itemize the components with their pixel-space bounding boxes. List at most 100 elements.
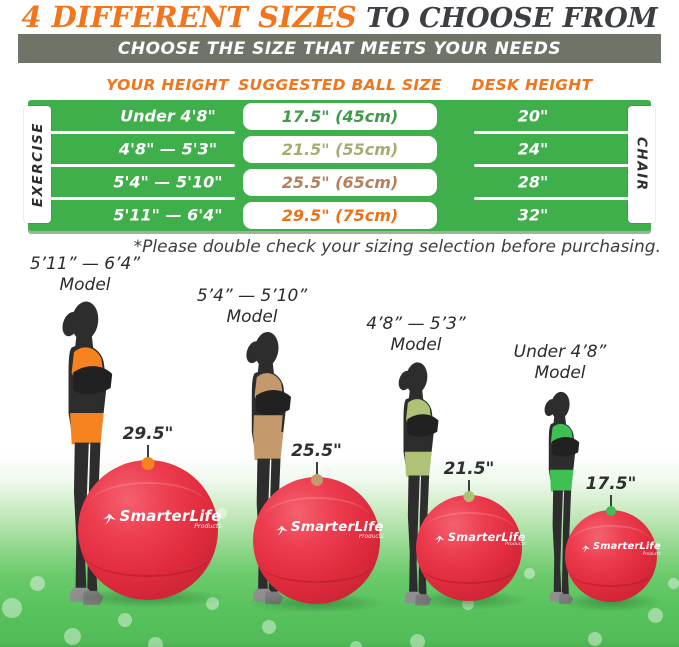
- polka-dot: [410, 634, 425, 647]
- height-cell: 5'4" — 5'10": [113, 172, 223, 192]
- swoosh-icon: [275, 525, 288, 536]
- ball-group: 29.5" SmarterLife Products: [69, 424, 227, 608]
- exercise-ball: SmarterLife Products: [565, 510, 661, 602]
- model-label: 5’4” — 5’10” Model: [172, 286, 332, 329]
- banner-text: CHOOSE THE SIZE THAT MEETS YOUR NEEDS: [117, 38, 562, 59]
- ball-group: 25.5" SmarterLife Products: [245, 441, 388, 613]
- swoosh-icon: [434, 535, 445, 544]
- polka-dot: [30, 576, 45, 591]
- row-divider: [36, 164, 235, 167]
- model-label: 5’11” — 6’4” Model: [5, 254, 165, 297]
- ball-knob: [141, 457, 155, 470]
- ball-shadow: [559, 592, 663, 612]
- chair-label: CHAIR: [633, 137, 650, 192]
- height-cell: 4'8" — 5'3": [118, 139, 218, 159]
- model-midriff: [70, 394, 103, 415]
- page-title: 4 DIFFERENT SIZES TO CHOOSE FROM: [0, 1, 679, 35]
- height-cell: Under 4'8": [120, 106, 216, 126]
- ball-size-value: 17.5" (45cm): [281, 106, 399, 126]
- leader-line: [468, 480, 470, 493]
- ball-knob: [463, 491, 475, 502]
- polka-dot: [206, 597, 219, 610]
- model-shorts: [549, 469, 574, 492]
- ball-size-pill: 25.5" (65cm): [243, 168, 437, 196]
- ball-size-value: 21.5" (55cm): [281, 139, 399, 159]
- exercise-ball: SmarterLife Products: [78, 460, 222, 600]
- model-silhouette-tall: [62, 301, 113, 605]
- brand-sub: Products: [194, 522, 222, 530]
- model-word: Model: [390, 335, 442, 356]
- model-word: Model: [226, 307, 278, 328]
- leader-line: [147, 445, 149, 458]
- ball-size-pill: 21.5" (55cm): [243, 135, 437, 163]
- polka-dot: [588, 632, 602, 646]
- desk-cell: 20": [517, 106, 549, 126]
- polka-dot: [2, 598, 22, 618]
- exercise-ball: SmarterLife Products: [253, 477, 384, 604]
- table-row: Under 4'8" 17.5" (45cm) 20": [28, 100, 651, 132]
- leader-line: [315, 462, 318, 475]
- brand-sub: Products: [505, 542, 526, 548]
- ball-size-pill: 29.5" (75cm): [243, 201, 437, 229]
- ball-size-label: 17.5": [585, 474, 637, 494]
- polka-dot: [148, 637, 163, 647]
- header-ball-size: SUGGESTED BALL SIZE: [238, 76, 442, 94]
- model-range: 4’8” — 5’3”: [366, 314, 466, 334]
- chair-tab: CHAIR: [628, 106, 655, 223]
- exercise-tab: EXERCISE: [24, 106, 51, 223]
- model-range: Under 4’8”: [513, 342, 607, 362]
- model-word: Model: [534, 363, 586, 384]
- ball-knob: [606, 506, 616, 516]
- polka-dot: [350, 641, 362, 647]
- polka-dot: [524, 568, 535, 579]
- model-label: 4’8” — 5’3” Model: [336, 314, 496, 357]
- model-label: Under 4’8” Model: [480, 342, 640, 385]
- ball-size-label: 21.5": [443, 459, 495, 479]
- table-row: 5'4" — 5'10" 25.5" (65cm) 28": [28, 166, 651, 198]
- table-row: 4'8" — 5'3" 21.5" (55cm) 24": [28, 133, 651, 165]
- desk-cell: 32": [517, 205, 549, 225]
- brand-sub: Products: [358, 534, 384, 541]
- smarterlife-logo: SmarterLife Products: [434, 530, 526, 548]
- brand-sub: Products: [642, 551, 661, 557]
- model-silhouette-medium: [398, 362, 439, 606]
- ball-size-value: 29.5" (75cm): [281, 205, 399, 225]
- brand-name: SmarterLife: [447, 530, 526, 545]
- title-highlight: 4 DIFFERENT SIZES: [21, 0, 357, 34]
- swoosh-icon: [102, 513, 116, 525]
- polka-dot: [668, 578, 679, 589]
- model-range: 5’11” — 6’4”: [29, 254, 141, 274]
- model-midriff: [404, 436, 431, 453]
- polka-dot: [462, 598, 474, 610]
- ball-size-label: 29.5": [122, 424, 174, 444]
- brand-name: SmarterLife: [592, 541, 661, 553]
- model-word: Model: [59, 275, 111, 296]
- desk-cell: 24": [517, 139, 549, 159]
- polka-dot: [64, 628, 81, 645]
- model-shorts: [70, 413, 104, 445]
- polka-dot: [262, 620, 276, 634]
- model-range: 5’4” — 5’10”: [196, 286, 308, 306]
- model-midriff: [549, 456, 573, 471]
- row-divider: [474, 131, 642, 134]
- row-divider: [474, 164, 642, 167]
- header-desk-height: DESK HEIGHT: [471, 76, 593, 94]
- swoosh-icon: [581, 545, 590, 553]
- model-shorts: [253, 432, 284, 460]
- title-rest: TO CHOOSE FROM: [356, 3, 658, 34]
- smarterlife-logo: SmarterLife Products: [581, 542, 661, 556]
- ball-size-pill: 17.5" (45cm): [243, 102, 437, 130]
- disclaimer-note: *Please double check your sizing selecti…: [133, 237, 661, 257]
- model-midriff: [253, 415, 283, 434]
- model-silhouette-short: [544, 391, 580, 604]
- exercise-ball: SmarterLife Products: [416, 495, 526, 601]
- ball-size-label: 25.5": [291, 441, 342, 461]
- size-table: Under 4'8" 17.5" (45cm) 20" 4'8" — 5'3" …: [28, 100, 651, 231]
- smarterlife-logo: SmarterLife Products: [102, 509, 222, 530]
- exercise-label: EXERCISE: [29, 121, 46, 208]
- banner: CHOOSE THE SIZE THAT MEETS YOUR NEEDS: [18, 34, 661, 63]
- polka-dot: [648, 608, 663, 623]
- row-divider: [36, 131, 235, 134]
- height-cell: 5'11" — 6'4": [113, 205, 223, 225]
